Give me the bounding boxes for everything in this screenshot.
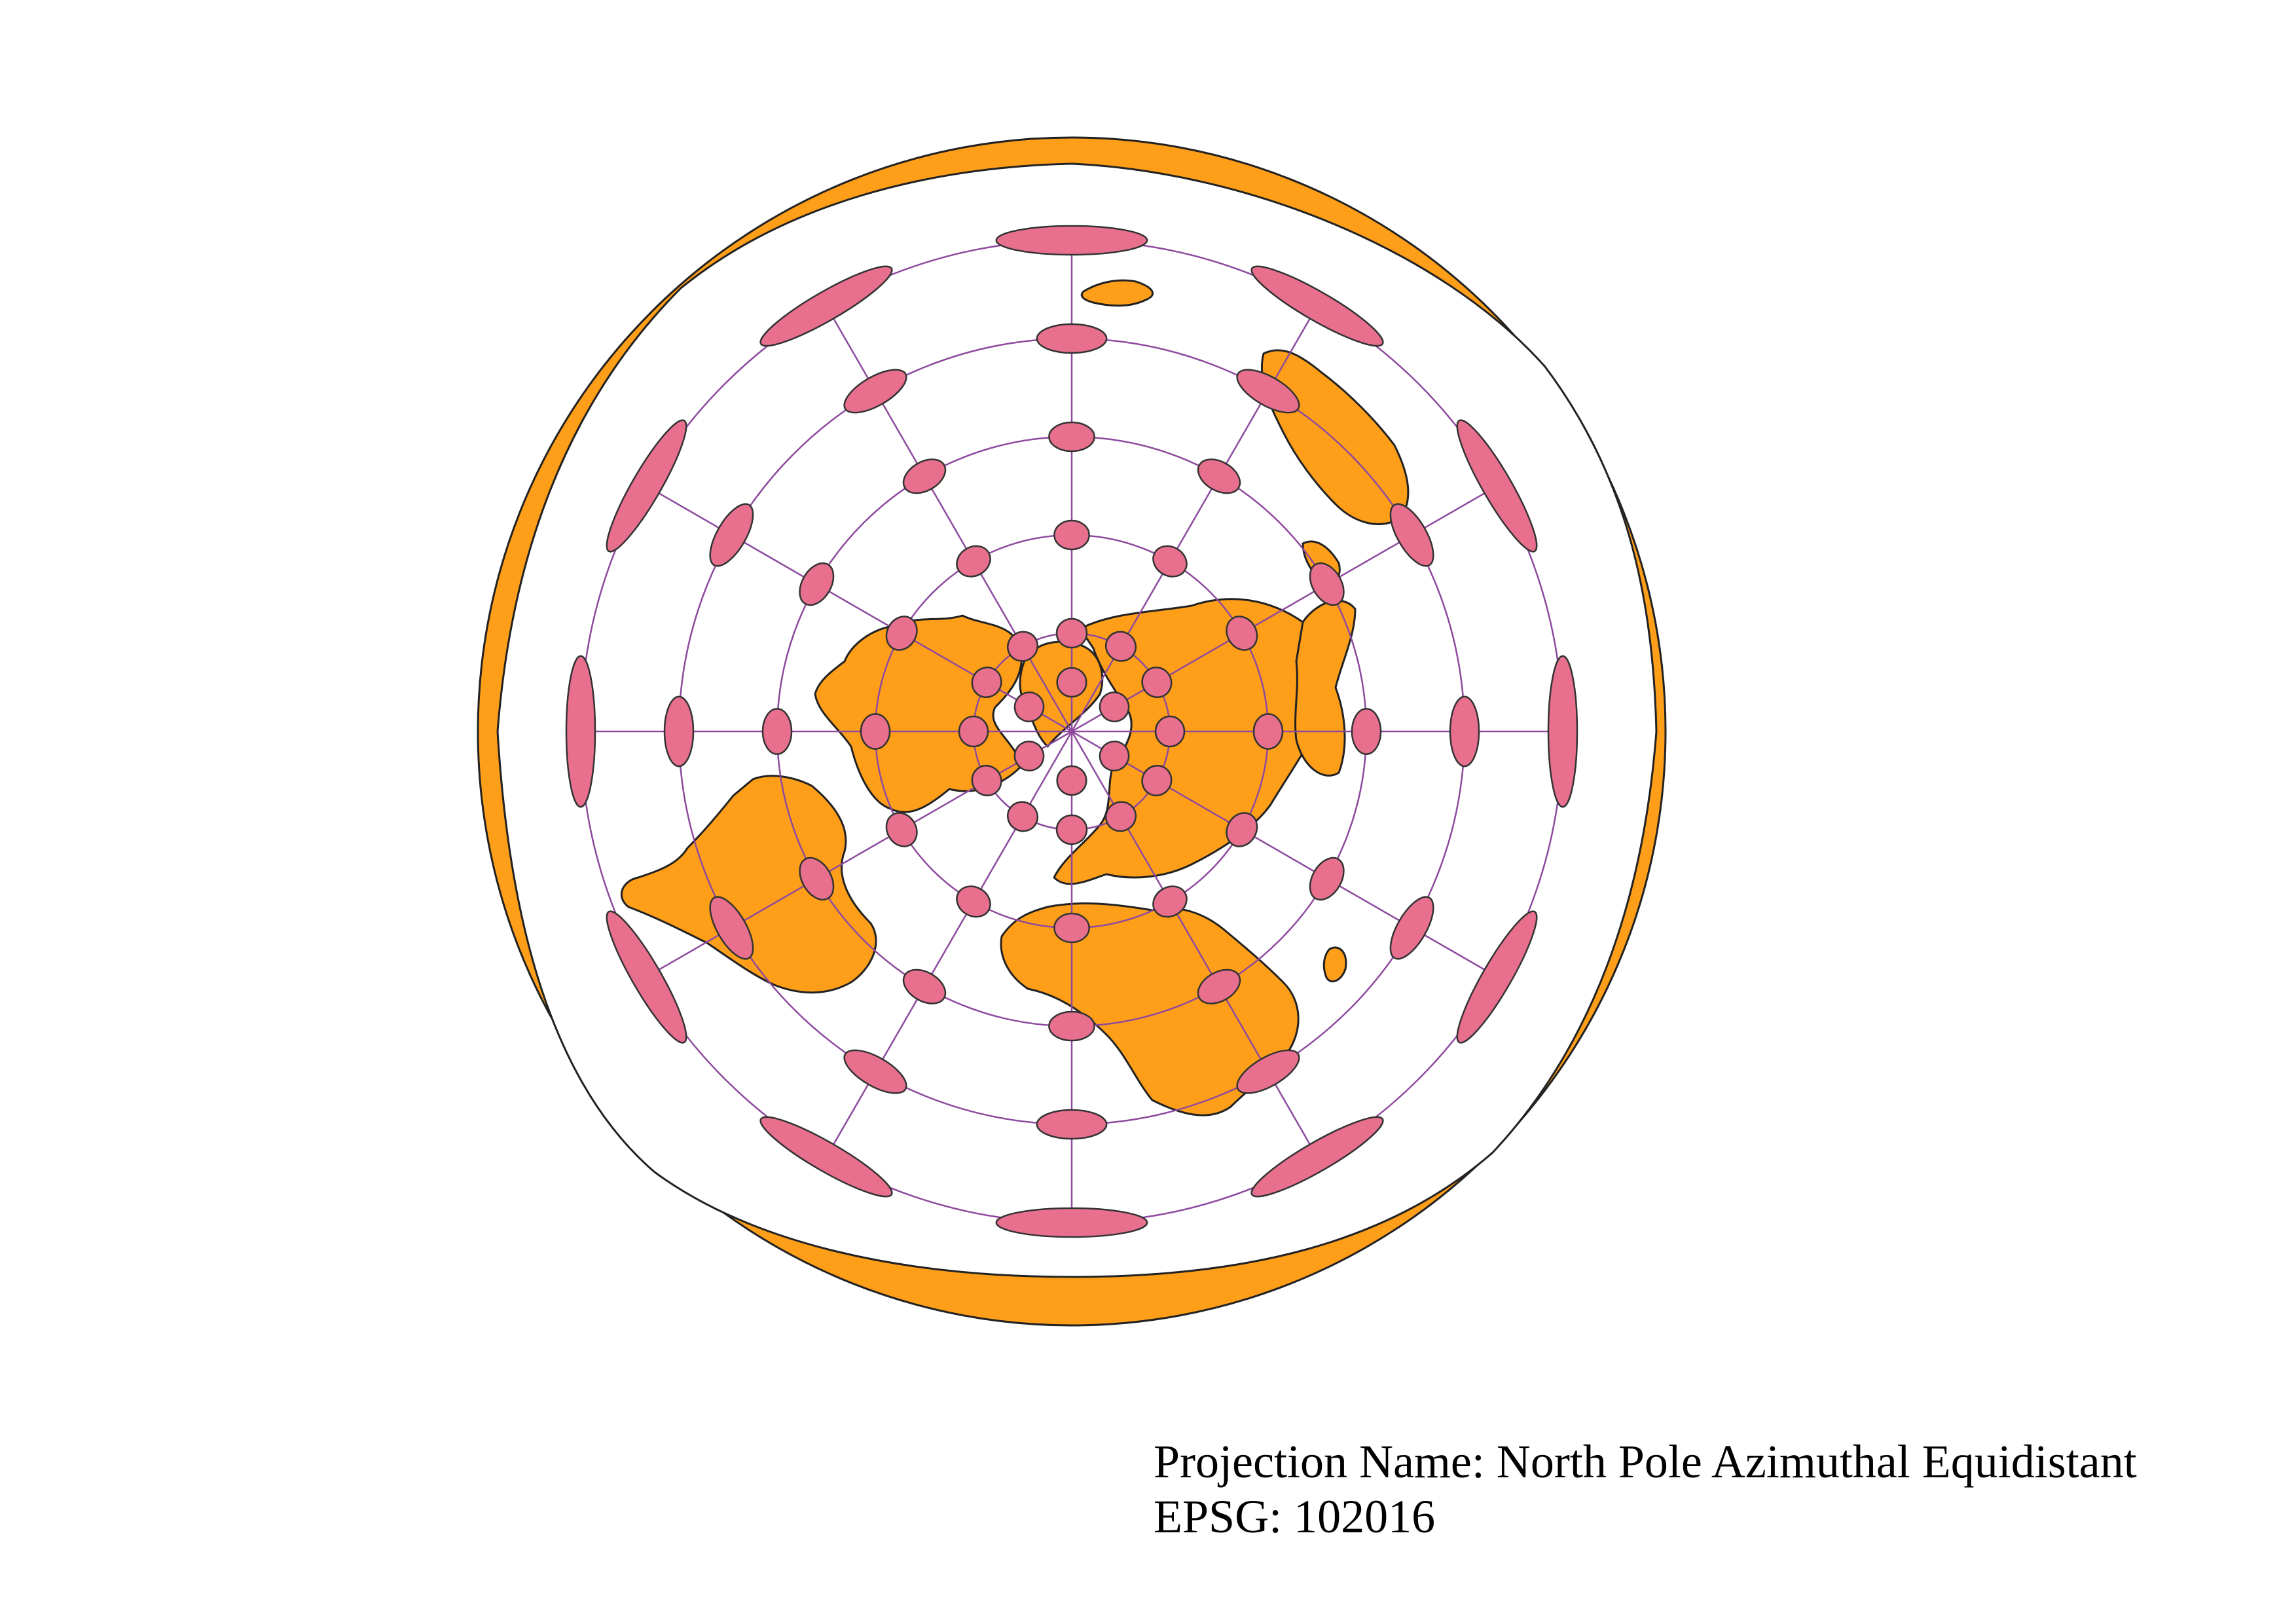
tissot-ellipse xyxy=(1152,545,1188,578)
tissot-ellipse xyxy=(1152,885,1188,918)
tissot-ellipse xyxy=(1055,618,1088,649)
land-south-america xyxy=(620,775,877,994)
tissot-ellipse xyxy=(799,562,835,606)
meridians xyxy=(581,240,1563,1223)
tissot-ellipse xyxy=(1048,1010,1095,1042)
tissot-ellipse xyxy=(995,225,1148,256)
tissot-ellipse xyxy=(606,910,687,1044)
tissot-ellipse xyxy=(1250,1116,1384,1198)
tissot-ellipse xyxy=(1449,695,1480,767)
tissot-ellipse xyxy=(956,885,991,918)
tissot-ellipse xyxy=(1013,692,1045,722)
tissot-ellipse xyxy=(1099,692,1130,722)
tissot-ellipse xyxy=(759,265,893,347)
meridian xyxy=(646,485,1072,733)
tissot-ellipse xyxy=(1048,421,1095,452)
tissot-ellipse xyxy=(1456,910,1538,1044)
tissot-ellipse xyxy=(759,1116,893,1198)
land-madagascar xyxy=(1322,946,1347,983)
tissot-ellipse xyxy=(1006,631,1039,662)
tissot-ellipse xyxy=(1141,764,1173,797)
tissot-ellipse xyxy=(1053,519,1090,551)
tissot-ellipse xyxy=(885,812,918,847)
tissot-ellipse xyxy=(1197,458,1241,494)
tissot-ellipse xyxy=(1099,741,1130,771)
tissot-ellipse xyxy=(1154,715,1186,748)
map-caption: Projection Name: North Pole Azimuthal Eq… xyxy=(1154,1434,2137,1544)
tissot-ellipse xyxy=(1236,369,1300,414)
tissot-ellipse xyxy=(1226,812,1258,847)
tissot-ellipse xyxy=(1236,1049,1300,1094)
tissot-ellipse xyxy=(1013,741,1045,771)
tissot-ellipse xyxy=(995,1207,1148,1238)
tissot-ellipse xyxy=(902,969,947,1005)
tissot-ellipse xyxy=(1056,667,1087,698)
tissot-ellipse xyxy=(1547,655,1578,808)
meridian xyxy=(825,305,1073,732)
tissot-ellipse xyxy=(1389,503,1434,567)
tissot-ellipse xyxy=(1226,616,1258,651)
tissot-ellipse xyxy=(565,655,596,808)
tissot-ellipse xyxy=(958,715,989,748)
tissot-ellipse xyxy=(956,545,991,578)
tissot-ellipse xyxy=(1141,666,1173,699)
tissot-ellipse xyxy=(1056,765,1087,796)
tissot-ellipse xyxy=(1104,631,1137,662)
tissot-ellipse xyxy=(799,857,835,901)
land-africa xyxy=(1000,902,1300,1116)
tissot-ellipse xyxy=(885,616,918,651)
land-new-zealand xyxy=(1080,279,1154,307)
tissot-ellipse xyxy=(1036,1109,1108,1140)
tissot-ellipse xyxy=(1104,801,1137,832)
projection-name-label: Projection Name: North Pole Azimuthal Eq… xyxy=(1154,1435,2137,1488)
meridian xyxy=(1071,485,1498,733)
tissot-ellipse xyxy=(1456,419,1538,553)
epsg-label: EPSG: 102016 xyxy=(1154,1490,1436,1543)
tissot-ellipse xyxy=(843,1049,907,1094)
tissot-indicatrix xyxy=(565,225,1578,1238)
tissot-ellipse xyxy=(843,369,907,414)
tissot-ellipse xyxy=(1351,708,1382,755)
tissot-ellipse xyxy=(1252,713,1284,750)
tissot-ellipse xyxy=(1309,562,1345,606)
tissot-ellipse xyxy=(1036,323,1108,354)
tissot-ellipse xyxy=(860,713,891,750)
tissot-ellipse xyxy=(761,708,793,755)
tissot-ellipse xyxy=(663,695,695,767)
meridian xyxy=(825,731,1073,1158)
tissot-ellipse xyxy=(1197,969,1241,1005)
tissot-ellipse xyxy=(1309,857,1345,901)
meridian xyxy=(1071,730,1498,978)
tissot-ellipse xyxy=(606,419,687,553)
tissot-ellipse xyxy=(1250,265,1384,347)
tissot-ellipse xyxy=(971,666,1002,699)
tissot-ellipse xyxy=(709,896,754,960)
meridian xyxy=(1070,305,1319,732)
meridian xyxy=(1070,731,1319,1158)
tissot-ellipse xyxy=(709,503,754,567)
meridian xyxy=(646,730,1072,978)
tissot-ellipse xyxy=(1389,896,1434,960)
tissot-ellipse xyxy=(1053,912,1090,944)
tissot-ellipse xyxy=(1006,801,1039,832)
tissot-ellipse xyxy=(971,764,1002,797)
tissot-ellipse xyxy=(1055,814,1088,845)
tissot-ellipse xyxy=(902,458,947,494)
